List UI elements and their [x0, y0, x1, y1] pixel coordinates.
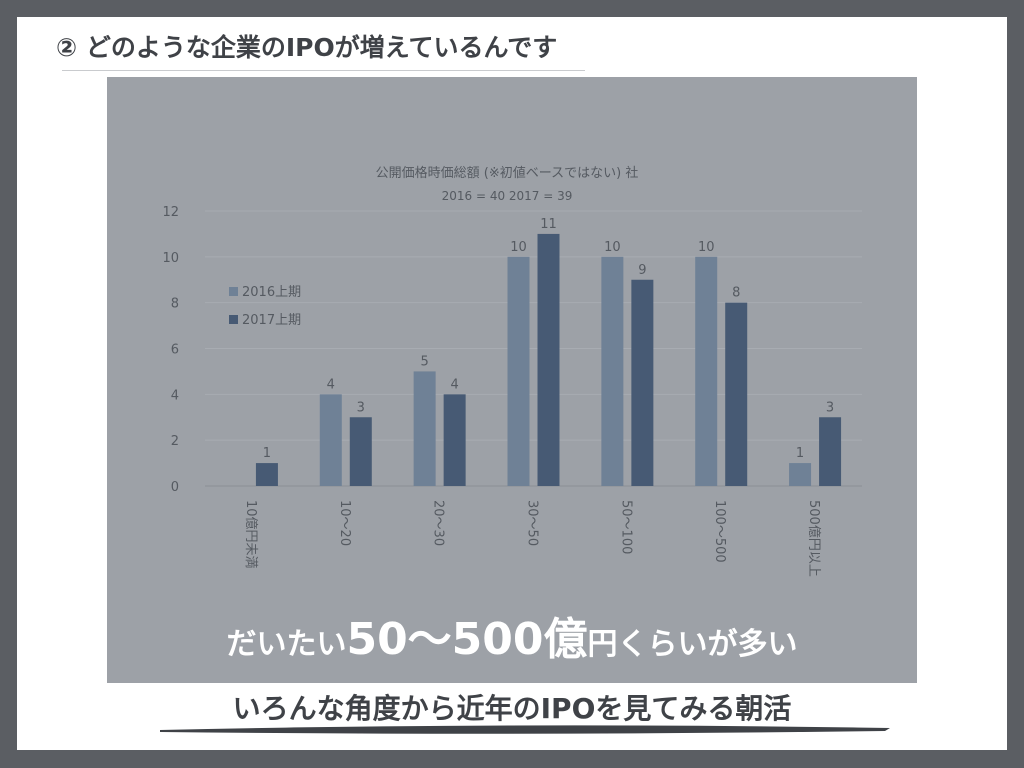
legend-label: 2017上期	[242, 313, 301, 328]
overlay-prefix: だいたい	[226, 627, 347, 662]
x-tick-label: 30〜50	[525, 500, 540, 546]
bar-2017上期	[255, 463, 278, 486]
data-label: 5	[421, 354, 429, 369]
bar-2017上期	[349, 417, 372, 486]
data-label: 10	[604, 240, 621, 255]
data-label: 9	[638, 263, 646, 278]
y-tick-label: 2	[171, 434, 179, 449]
y-tick-label: 8	[171, 297, 179, 312]
bar-2016上期	[789, 463, 812, 486]
bar-chart: 公開価格時価総額 (※初値ベースではない) 社 2016 = 40 2017 =…	[162, 165, 862, 577]
data-label: 11	[540, 217, 557, 232]
overlay-emphasis: 50〜500億	[346, 614, 588, 665]
y-tick-label: 6	[171, 343, 179, 358]
data-label: 1	[796, 446, 804, 461]
data-label: 4	[451, 377, 459, 392]
x-tick-label: 20〜30	[431, 500, 446, 546]
bar-2017上期	[725, 302, 748, 486]
x-tick-label: 10億円未満	[243, 500, 259, 569]
chart-title: 公開価格時価総額 (※初値ベースではない) 社	[376, 165, 639, 181]
data-label: 8	[732, 286, 740, 301]
bar-2017上期	[537, 233, 560, 486]
x-tick-label: 500億円以上	[806, 500, 822, 577]
slide-footer: いろんな角度から近年のIPOを見てみる朝活	[232, 692, 792, 725]
data-label: 10	[510, 240, 527, 255]
bar-2016上期	[601, 256, 624, 486]
data-label: 10	[698, 240, 715, 255]
data-label: 3	[357, 400, 365, 415]
bar-2017上期	[443, 394, 466, 486]
overlay-suffix: 円くらいが多い	[587, 627, 798, 662]
heading-divider	[62, 70, 585, 71]
legend-swatch	[229, 315, 238, 324]
legend-swatch	[229, 287, 238, 296]
overlay-message: だいたい50〜500億円くらいが多い	[107, 612, 917, 677]
x-tick-label: 10〜20	[337, 500, 352, 546]
bar-2017上期	[631, 279, 654, 486]
y-tick-label: 12	[162, 205, 179, 220]
y-tick-label: 0	[171, 480, 179, 495]
bar-2016上期	[413, 371, 436, 486]
bar-2016上期	[507, 256, 530, 486]
brush-underline	[160, 725, 890, 734]
x-tick-label: 100〜500	[712, 500, 727, 563]
chart-subtitle: 2016 = 40 2017 = 39	[442, 189, 573, 203]
y-tick-label: 4	[171, 388, 179, 403]
bar-2017上期	[819, 417, 842, 486]
bar-2016上期	[319, 394, 342, 486]
data-label: 1	[263, 446, 271, 461]
chart-image: 公開価格時価総額 (※初値ベースではない) 社 2016 = 40 2017 =…	[107, 77, 917, 683]
legend-label: 2016上期	[242, 285, 301, 300]
data-label: 4	[327, 377, 335, 392]
x-tick-label: 50〜100	[618, 500, 633, 554]
data-label: 3	[826, 400, 834, 415]
bar-2016上期	[695, 256, 718, 486]
slide-heading: ② どのような企業のIPOが増えているんです	[56, 33, 558, 62]
y-tick-label: 10	[162, 251, 179, 266]
